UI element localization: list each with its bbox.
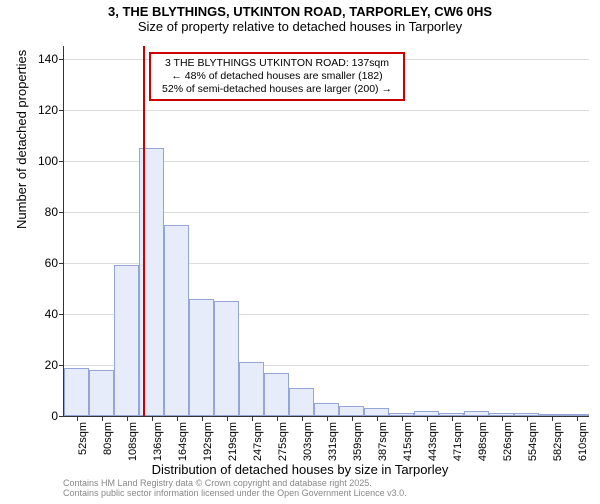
xtick-mark [252,416,253,421]
xtick-label: 443sqm [427,422,439,461]
ytick-label: 0 [51,409,64,423]
xtick-label: 359sqm [352,422,364,461]
xtick-mark [477,416,478,421]
xtick-mark [152,416,153,421]
xtick-mark [302,416,303,421]
footer-line-1: Contains HM Land Registry data © Crown c… [63,478,407,488]
xtick-label: 471sqm [452,422,464,461]
xtick-label: 192sqm [202,422,214,461]
ytick-label: 20 [45,358,64,372]
xtick-mark [202,416,203,421]
x-axis-label: Distribution of detached houses by size … [0,462,600,477]
xtick-mark [77,416,78,421]
xtick-label: 275sqm [277,422,289,461]
y-axis-label: Number of detached properties [14,50,29,229]
histogram-bar [364,408,389,416]
ytick-label: 120 [38,103,64,117]
xtick-label: 164sqm [177,422,189,461]
xtick-label: 136sqm [152,422,164,461]
histogram-bar [339,406,364,416]
annotation-line3: 52% of semi-detached houses are larger (… [157,83,397,96]
xtick-mark [402,416,403,421]
xtick-mark [227,416,228,421]
histogram-bar [264,373,289,416]
annotation-box: 3 THE BLYTHINGS UTKINTON ROAD: 137sqm← 4… [149,52,405,101]
xtick-label: 331sqm [327,422,339,461]
xtick-mark [327,416,328,421]
annotation-line1: 3 THE BLYTHINGS UTKINTON ROAD: 137sqm [157,57,397,70]
footer-attribution: Contains HM Land Registry data © Crown c… [63,478,407,499]
xtick-mark [452,416,453,421]
xtick-label: 582sqm [552,422,564,461]
ytick-label: 40 [45,307,64,321]
ytick-label: 80 [45,205,64,219]
histogram-bar [189,299,214,416]
xtick-label: 219sqm [227,422,239,461]
ytick-label: 60 [45,256,64,270]
histogram-bar [314,403,339,416]
xtick-mark [377,416,378,421]
xtick-label: 52sqm [77,422,89,455]
histogram-bar [214,301,239,416]
xtick-label: 415sqm [402,422,414,461]
xtick-label: 498sqm [477,422,489,461]
chart-plot-area: 02040608010012014052sqm80sqm108sqm136sqm… [63,46,589,417]
xtick-mark [527,416,528,421]
xtick-label: 303sqm [302,422,314,461]
xtick-label: 80sqm [102,422,114,455]
histogram-bar [114,265,139,416]
xtick-mark [427,416,428,421]
xtick-mark [552,416,553,421]
xtick-label: 554sqm [527,422,539,461]
marker-line [143,46,145,416]
ytick-label: 140 [38,52,64,66]
histogram-bar [164,225,189,416]
xtick-mark [127,416,128,421]
xtick-mark [177,416,178,421]
annotation-line2: ← 48% of detached houses are smaller (18… [157,70,397,83]
histogram-bar [289,388,314,416]
xtick-label: 610sqm [577,422,589,461]
xtick-label: 526sqm [502,422,514,461]
histogram-bar [89,370,114,416]
xtick-mark [577,416,578,421]
xtick-label: 247sqm [252,422,264,461]
page-subtitle: Size of property relative to detached ho… [0,19,600,34]
page-title: 3, THE BLYTHINGS, UTKINTON ROAD, TARPORL… [0,4,600,19]
footer-line-2: Contains public sector information licen… [63,488,407,498]
xtick-mark [502,416,503,421]
ytick-label: 100 [38,154,64,168]
xtick-label: 108sqm [127,422,139,461]
xtick-mark [352,416,353,421]
histogram-bar [64,368,89,416]
xtick-mark [277,416,278,421]
histogram-bar [239,362,264,416]
xtick-label: 387sqm [377,422,389,461]
xtick-mark [102,416,103,421]
